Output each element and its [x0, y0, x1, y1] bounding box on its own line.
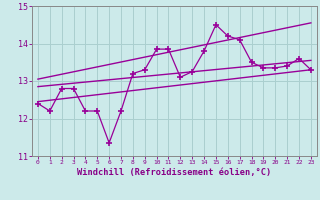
- X-axis label: Windchill (Refroidissement éolien,°C): Windchill (Refroidissement éolien,°C): [77, 168, 272, 177]
